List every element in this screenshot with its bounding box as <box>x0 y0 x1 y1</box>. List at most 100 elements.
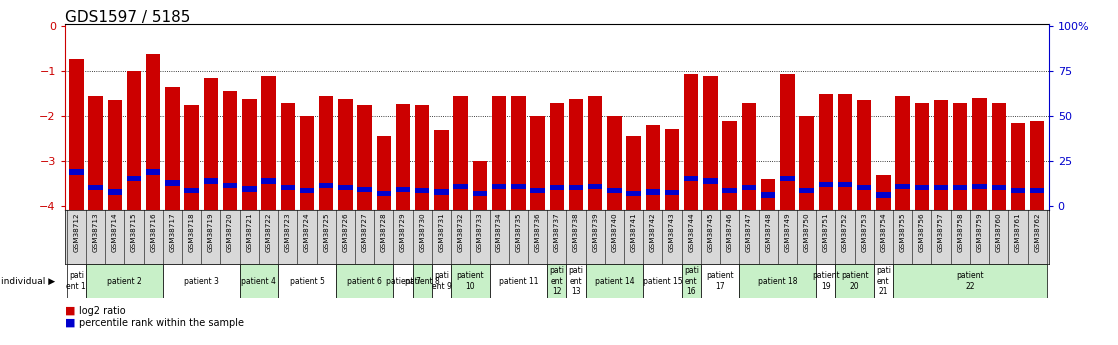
Bar <box>626 136 641 191</box>
Bar <box>569 185 584 190</box>
Text: GSM38736: GSM38736 <box>534 212 540 252</box>
Bar <box>203 178 218 184</box>
Bar <box>858 185 871 190</box>
Text: percentile rank within the sample: percentile rank within the sample <box>79 318 245 327</box>
Bar <box>665 129 680 190</box>
Bar <box>973 189 987 210</box>
Text: GSM38718: GSM38718 <box>189 212 195 252</box>
Text: GSM38729: GSM38729 <box>400 212 406 252</box>
Text: GSM38758: GSM38758 <box>957 212 964 252</box>
Bar <box>569 99 584 185</box>
Bar <box>953 103 967 185</box>
Bar <box>818 182 833 187</box>
Text: GSM38720: GSM38720 <box>227 212 233 252</box>
Bar <box>126 181 141 210</box>
Text: GSM38715: GSM38715 <box>131 212 138 252</box>
Text: GSM38733: GSM38733 <box>477 212 483 252</box>
Bar <box>992 103 1006 185</box>
Text: GSM38748: GSM38748 <box>765 212 771 252</box>
Text: GSM38759: GSM38759 <box>976 212 983 252</box>
Bar <box>335 264 394 298</box>
Bar <box>415 105 429 188</box>
Bar <box>953 185 967 190</box>
Text: GSM38731: GSM38731 <box>438 212 445 252</box>
Bar <box>338 99 352 185</box>
Bar <box>607 188 622 194</box>
Text: pati
ent 1: pati ent 1 <box>66 272 86 291</box>
Bar <box>896 189 910 210</box>
Bar <box>492 189 506 210</box>
Text: ■: ■ <box>65 318 75 327</box>
Bar <box>780 73 795 176</box>
Bar <box>319 96 333 183</box>
Text: pati
ent
16: pati ent 16 <box>684 266 699 296</box>
Bar <box>741 103 756 185</box>
Bar <box>473 161 487 191</box>
Bar <box>338 190 352 210</box>
Text: GSM38745: GSM38745 <box>708 212 713 252</box>
Text: GSM38728: GSM38728 <box>381 212 387 252</box>
Text: GSM38739: GSM38739 <box>593 212 598 252</box>
Bar <box>165 87 180 180</box>
Bar <box>67 264 86 298</box>
Text: pati
ent
12: pati ent 12 <box>549 266 565 296</box>
Text: GSM38740: GSM38740 <box>612 212 617 252</box>
Bar <box>741 185 756 190</box>
Bar <box>454 96 468 184</box>
Text: GSM38760: GSM38760 <box>996 212 1002 252</box>
Text: GSM38741: GSM38741 <box>631 212 636 252</box>
Bar <box>837 187 852 210</box>
Bar <box>877 175 891 193</box>
Text: GSM38737: GSM38737 <box>553 212 560 252</box>
Bar <box>377 136 391 191</box>
Bar <box>377 196 391 210</box>
Bar <box>1030 194 1044 210</box>
Bar <box>934 100 948 185</box>
Bar <box>761 193 776 198</box>
Text: GSM38721: GSM38721 <box>246 212 253 252</box>
Bar <box>222 91 237 183</box>
Bar <box>684 181 699 210</box>
Bar <box>107 100 122 189</box>
Bar <box>569 190 584 210</box>
Bar <box>262 184 276 210</box>
Bar <box>107 189 122 195</box>
Bar <box>281 185 295 190</box>
Text: GSM38751: GSM38751 <box>823 212 828 252</box>
Bar <box>703 76 718 178</box>
Text: patient
17: patient 17 <box>707 272 733 291</box>
Bar <box>934 190 948 210</box>
Bar <box>915 190 929 210</box>
Bar <box>415 194 429 210</box>
Text: patient 14: patient 14 <box>595 277 634 286</box>
Text: log2 ratio: log2 ratio <box>79 306 126 315</box>
Bar <box>684 176 699 181</box>
Bar <box>413 264 432 298</box>
Text: GSM38747: GSM38747 <box>746 212 752 252</box>
Bar <box>877 198 891 210</box>
Bar <box>222 188 237 210</box>
Text: GSM38727: GSM38727 <box>361 212 368 252</box>
Text: GSM38722: GSM38722 <box>266 212 272 252</box>
Bar <box>858 190 871 210</box>
Text: GSM38717: GSM38717 <box>170 212 176 252</box>
Bar <box>432 264 451 298</box>
Bar <box>816 264 835 298</box>
Bar <box>511 96 525 184</box>
Bar <box>358 193 372 210</box>
Bar <box>607 194 622 210</box>
Bar <box>126 71 141 176</box>
Bar <box>1030 188 1044 194</box>
Bar <box>86 264 163 298</box>
Bar <box>239 264 278 298</box>
Text: pati
ent
13: pati ent 13 <box>568 266 584 296</box>
Bar <box>377 191 391 196</box>
Bar <box>799 188 814 194</box>
Bar <box>490 264 547 298</box>
Bar <box>567 264 586 298</box>
Bar <box>992 190 1006 210</box>
Bar <box>874 264 893 298</box>
Bar <box>722 188 737 194</box>
Text: GSM38712: GSM38712 <box>74 212 79 252</box>
Bar <box>396 104 410 187</box>
